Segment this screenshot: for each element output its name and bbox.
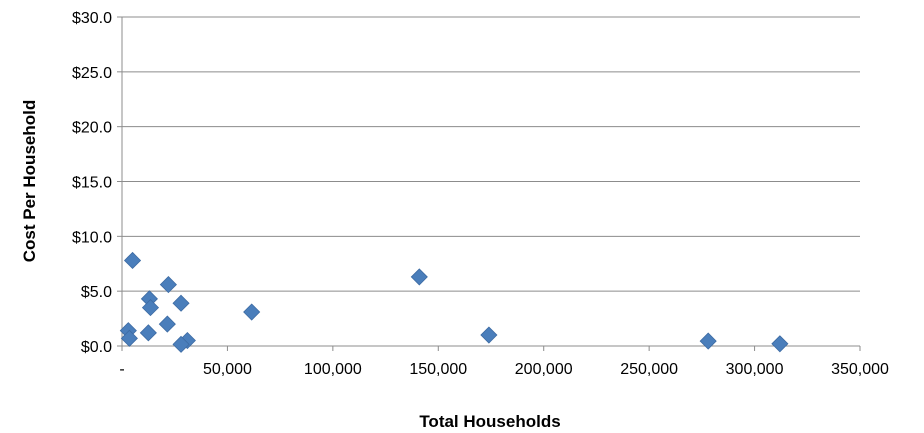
x-tick-label: 200,000 — [515, 361, 573, 378]
x-tick-label: 150,000 — [409, 361, 467, 378]
data-point — [410, 268, 428, 286]
y-tick-label: $5.0 — [81, 284, 112, 301]
data-point — [172, 335, 190, 353]
y-tick-label: $20.0 — [72, 120, 112, 137]
data-point — [159, 276, 177, 294]
data-point — [139, 324, 157, 342]
y-tick-label: $25.0 — [72, 65, 112, 82]
data-point — [699, 332, 717, 350]
data-point — [141, 299, 160, 317]
x-tick-label: 250,000 — [620, 361, 678, 378]
data-point — [243, 303, 261, 321]
gridlines — [122, 16, 860, 292]
data-point — [172, 294, 190, 312]
y-axis-title: Cost Per Household — [20, 100, 39, 262]
data-points — [119, 251, 789, 353]
x-axis-title: Total Households — [419, 412, 560, 431]
x-tick-label: 100,000 — [304, 361, 362, 378]
data-point — [480, 326, 498, 344]
data-point — [123, 251, 142, 270]
y-tick-label: $10.0 — [72, 229, 112, 246]
x-tick-label: 350,000 — [831, 361, 889, 378]
data-point — [120, 329, 138, 347]
axes — [117, 16, 861, 351]
x-tick-label: 50,000 — [203, 361, 252, 378]
x-tick-label: 300,000 — [726, 361, 784, 378]
y-tick-label: $15.0 — [72, 175, 112, 192]
x-tick-label: - — [119, 361, 124, 378]
y-tick-label: $0.0 — [81, 339, 112, 356]
tick-labels: $0.0 $5.0 $10.0 $15.0 $20.0 $25.0 $30.0 - 50,000… — [72, 10, 889, 378]
y-tick-label: $30.0 — [72, 10, 112, 27]
data-point — [771, 335, 789, 353]
data-point — [158, 315, 176, 333]
